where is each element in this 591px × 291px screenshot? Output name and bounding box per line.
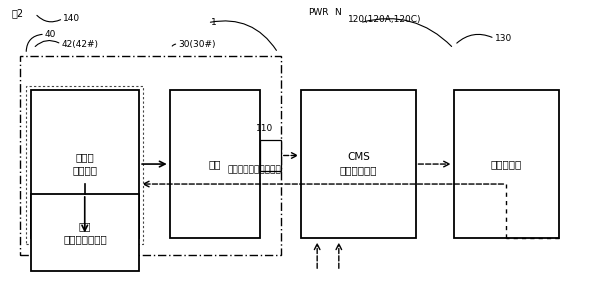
Bar [453, 90, 559, 238]
Bar [301, 90, 415, 238]
Bar [31, 90, 139, 238]
Text: PWR: PWR [309, 8, 329, 17]
Text: 140: 140 [63, 14, 80, 23]
Text: CMS
コントローラ: CMS コントローラ [340, 152, 377, 176]
Text: （メンテナンス作業）: （メンテナンス作業） [228, 165, 281, 174]
Text: 図2: 図2 [12, 8, 24, 19]
Bar [26, 86, 143, 244]
Text: 30(30#): 30(30#) [178, 40, 216, 49]
Text: 42(42#): 42(42#) [61, 40, 98, 49]
Text: 軸受: 軸受 [209, 159, 221, 169]
Bar [31, 194, 139, 271]
Text: N: N [334, 8, 341, 17]
Bar [170, 90, 261, 238]
Text: 110: 110 [256, 124, 273, 133]
Text: 1: 1 [210, 18, 216, 27]
Bar [20, 56, 281, 255]
Text: 120(120A,120C): 120(120A,120C) [348, 15, 422, 24]
Text: 130: 130 [495, 34, 512, 43]
Text: 油圧
アクチュエータ: 油圧 アクチュエータ [63, 221, 107, 244]
Bar [261, 140, 281, 171]
Text: 40: 40 [45, 30, 56, 39]
Text: 負荷域
移動機構: 負荷域 移動機構 [73, 152, 98, 176]
Text: 監視サーバ: 監視サーバ [491, 159, 522, 169]
